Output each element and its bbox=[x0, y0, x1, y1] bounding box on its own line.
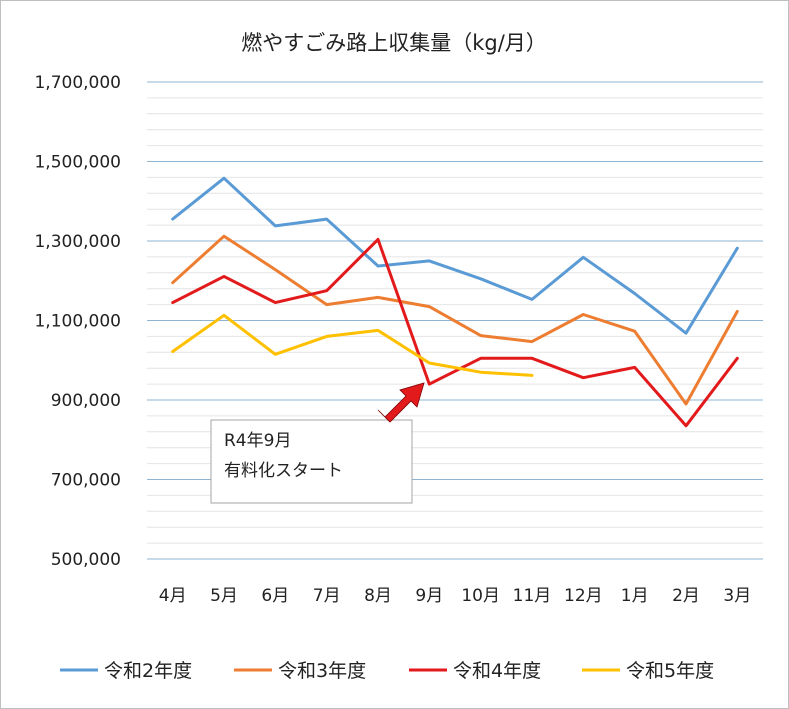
y-tick-label: 1,700,000 bbox=[34, 73, 121, 93]
legend-label: 令和5年度 bbox=[626, 660, 714, 682]
x-tick-label: 12月 bbox=[564, 586, 603, 606]
x-tick-label: 10月 bbox=[461, 586, 500, 606]
annotation-box bbox=[210, 419, 413, 504]
y-tick-label: 1,500,000 bbox=[34, 153, 121, 173]
legend-label: 令和2年度 bbox=[104, 660, 192, 682]
y-axis-ticks: 500,000 700,000 900,000 1,100,000 1,300,000 1… bbox=[34, 73, 121, 570]
series-line-3 bbox=[171, 237, 739, 428]
x-tick-label: 5月 bbox=[210, 586, 238, 606]
legend-label: 令和4年度 bbox=[453, 660, 541, 682]
legend: 令和2年度 令和3年度 令和4年度 令和5年度 bbox=[60, 660, 714, 682]
legend-label: 令和3年度 bbox=[278, 660, 366, 682]
x-tick-label: 9月 bbox=[415, 586, 443, 606]
annotation: R4年9月 有料化スタート bbox=[210, 382, 425, 504]
x-tick-label: 3月 bbox=[723, 586, 751, 606]
series-lines bbox=[171, 176, 739, 428]
x-tick-label: 4月 bbox=[159, 586, 187, 606]
annotation-line-1: R4年9月 bbox=[224, 431, 291, 451]
y-tick-label: 500,000 bbox=[51, 550, 121, 570]
x-tick-label: 6月 bbox=[261, 586, 289, 606]
x-tick-label: 2月 bbox=[672, 586, 700, 606]
series-line-4 bbox=[171, 313, 534, 377]
y-tick-label: 1,300,000 bbox=[34, 232, 121, 252]
annotation-arrow bbox=[377, 382, 425, 423]
x-axis-ticks: 4月 5月 6月 7月 8月 9月 10月 11月 12月 1月 2月 3月 bbox=[159, 586, 751, 606]
y-tick-label: 700,000 bbox=[51, 471, 121, 491]
series-line-1 bbox=[171, 176, 739, 335]
x-tick-label: 7月 bbox=[313, 586, 341, 606]
series-line-2 bbox=[171, 234, 739, 406]
y-tick-label: 900,000 bbox=[51, 391, 121, 411]
chart-title: 燃やすごみ路上収集量（kg/月） bbox=[241, 31, 547, 55]
x-tick-label: 8月 bbox=[364, 586, 392, 606]
x-tick-label: 1月 bbox=[621, 586, 649, 606]
x-tick-label: 11月 bbox=[513, 586, 552, 606]
y-tick-label: 1,100,000 bbox=[34, 312, 121, 332]
annotation-line-2: 有料化スタート bbox=[224, 461, 343, 481]
